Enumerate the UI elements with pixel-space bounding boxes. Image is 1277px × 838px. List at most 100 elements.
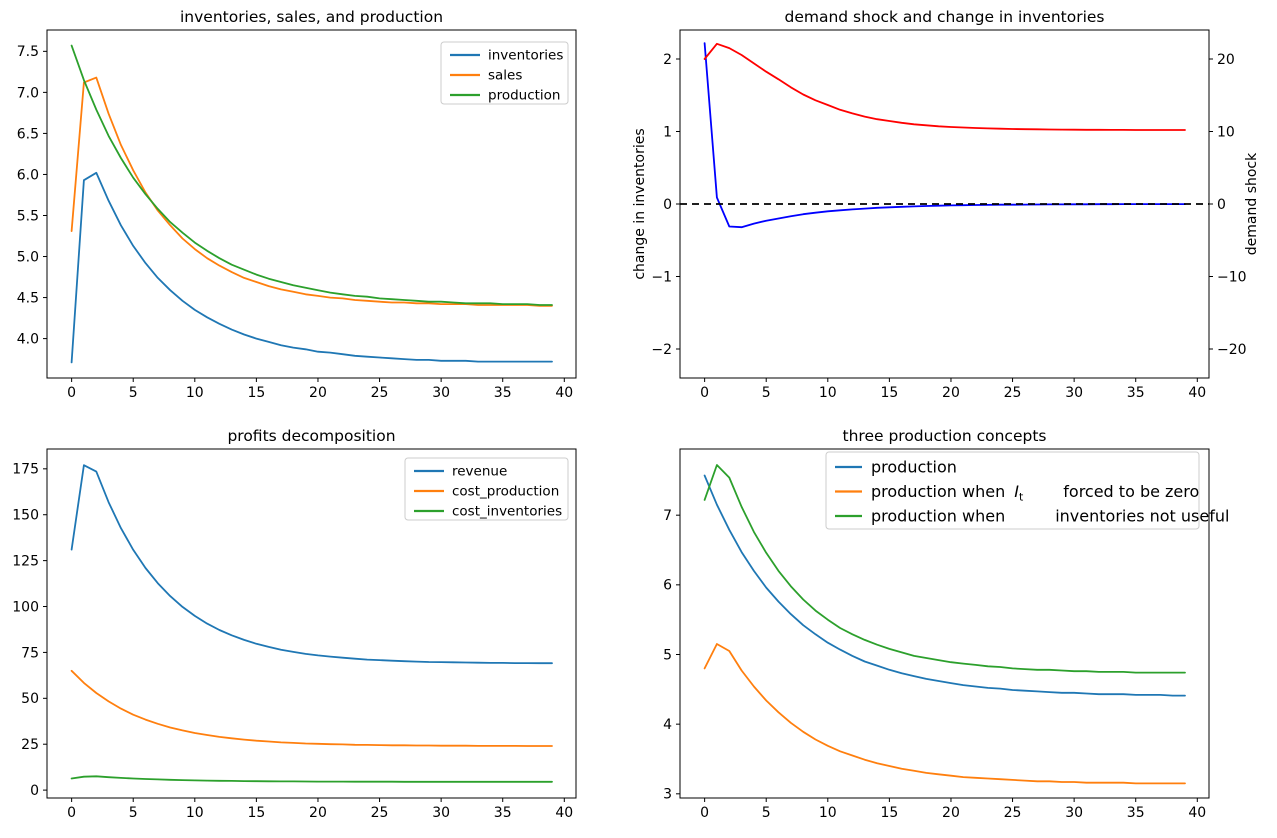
y-tick-label: 6.0 (17, 167, 39, 183)
x-tick-label: 5 (129, 805, 138, 821)
chart-inventories-sales-production: 0 5 10 15 20 25 30 35 40 4.0 4.5 5.0 5.5 6.0 6.5 7.0 7.5… (17, 8, 577, 401)
y-tick-label-right: 10 (1217, 124, 1235, 140)
series-line-demand-shock (703, 42, 1186, 131)
y-tick-label: 1 (663, 124, 672, 140)
y-tick-label-right: −20 (1217, 342, 1247, 358)
y-tick-label: 5.5 (17, 208, 39, 224)
y-tick-label: −1 (651, 269, 672, 285)
y-tick-label: 0 (663, 197, 672, 213)
math-symbol: I (1014, 482, 1019, 501)
math-subscript: t (1019, 491, 1024, 504)
x-tick-label: 40 (555, 385, 573, 401)
y-tick-label: 4.0 (17, 332, 39, 348)
legend: inventories sales production (440, 41, 569, 105)
y-tick-label: 7.0 (17, 85, 39, 101)
x-tick-label: 30 (1065, 805, 1083, 821)
chart-title: profits decomposition (227, 427, 395, 445)
y-tick-label-right: −10 (1217, 269, 1247, 285)
x-tick-label: 30 (1065, 385, 1083, 401)
chart-title: three production concepts (843, 427, 1047, 445)
x-tick-label: 40 (1188, 805, 1206, 821)
legend-label-text: production (488, 88, 561, 104)
x-tick-label: 10 (819, 385, 837, 401)
y-tick-label-right: 0 (1217, 197, 1226, 213)
legend-label-text: cost_production (452, 484, 559, 500)
y-tick-label: 2 (663, 52, 672, 68)
x-tick-label: 0 (67, 805, 76, 821)
series-line-production-when-i-t-forced-to-be-zero (703, 643, 1186, 785)
series-line-inventories (70, 171, 553, 364)
series-line-cost-production (70, 669, 553, 747)
x-tick-label: 25 (371, 385, 389, 401)
x-tick-label: 0 (67, 385, 76, 401)
legend-label-text: revenue (452, 464, 507, 480)
y-tick-label: 4.5 (17, 290, 39, 306)
chart-three-production-concepts: 0 5 10 15 20 25 30 35 40 3 4 5 6 7 three production co… (663, 427, 1229, 821)
x-tick-label: 15 (247, 385, 265, 401)
x-tick-label: 20 (942, 805, 960, 821)
chart-title: demand shock and change in inventories (785, 8, 1105, 26)
x-tick-label: 10 (186, 805, 204, 821)
x-tick-label: 35 (1127, 805, 1145, 821)
legend-frame (825, 451, 1200, 530)
axes-frame (679, 448, 1210, 799)
x-tick-label: 20 (309, 805, 327, 821)
x-tick-label: 20 (942, 385, 960, 401)
legend-label-text: production (871, 458, 957, 477)
y-tick-label: 125 (12, 554, 39, 570)
x-tick-label: 35 (1127, 385, 1145, 401)
x-tick-label: 5 (762, 385, 771, 401)
legend-label-text: inventories not useful (1055, 507, 1229, 526)
legend-label-text: cost_inventories (452, 504, 562, 520)
y-tick-label: −2 (651, 342, 672, 358)
x-tick-label: 25 (1004, 385, 1022, 401)
legend-label-text: production when (871, 507, 1005, 526)
legend-label: inventories (488, 48, 563, 64)
y-axis-label-right: demand shock (1244, 152, 1260, 255)
legend-frame (440, 41, 569, 105)
x-tick-label: 25 (371, 805, 389, 821)
y-tick-label: 4 (663, 717, 672, 733)
x-tick-label: 5 (129, 385, 138, 401)
legend-frame (404, 457, 569, 521)
series-line-change-in-inventories (703, 42, 1186, 229)
legend-label: production when inventories not useful (871, 507, 1229, 526)
y-tick-label: 75 (21, 645, 39, 661)
axes-frame (46, 448, 577, 799)
legend-label-text: sales (488, 68, 522, 84)
y-tick-label: 0 (30, 783, 39, 799)
x-tick-label: 35 (494, 805, 512, 821)
y-axis-label-left: change in inventories (632, 128, 648, 279)
legend-label-text: production when (871, 482, 1005, 501)
chart-profits-decomposition: 0 5 10 15 20 25 30 35 40 0 25 50 75 100 125 150 175 profi… (12, 427, 577, 821)
legend-label: cost_inventories (452, 504, 562, 520)
y-tick-label: 175 (12, 462, 39, 478)
chart-demand-shock-and-change-in-inventories: 0 5 10 15 20 25 30 35 40−2−1012−20−1001020change… (632, 8, 1260, 401)
legend-label: cost_production (452, 484, 559, 500)
legend-label-text: forced to be zero (1063, 482, 1199, 501)
y-tick-label: 150 (12, 508, 39, 524)
legend-label: production (871, 458, 957, 477)
legend-label: sales (488, 68, 522, 84)
x-tick-label: 30 (432, 805, 450, 821)
y-tick-label-right: 20 (1217, 52, 1235, 68)
legend: revenue cost_production cost_inventories (404, 457, 569, 521)
x-tick-label: 35 (494, 385, 512, 401)
series-line-production-when-inventories-not-useful (703, 464, 1186, 674)
y-tick-label: 25 (21, 737, 39, 753)
x-tick-label: 0 (700, 385, 709, 401)
legend: production production when It forced to be … (825, 451, 1229, 530)
x-tick-label: 30 (432, 385, 450, 401)
x-tick-label: 25 (1004, 805, 1022, 821)
legend-label: revenue (452, 464, 507, 480)
series-line-cost-inventories (70, 775, 553, 783)
y-tick-label: 50 (21, 691, 39, 707)
x-tick-label: 40 (555, 805, 573, 821)
x-tick-label: 15 (880, 805, 898, 821)
y-tick-label: 3 (663, 787, 672, 803)
x-tick-label: 5 (762, 805, 771, 821)
x-tick-label: 15 (880, 385, 898, 401)
x-tick-label: 40 (1188, 385, 1206, 401)
